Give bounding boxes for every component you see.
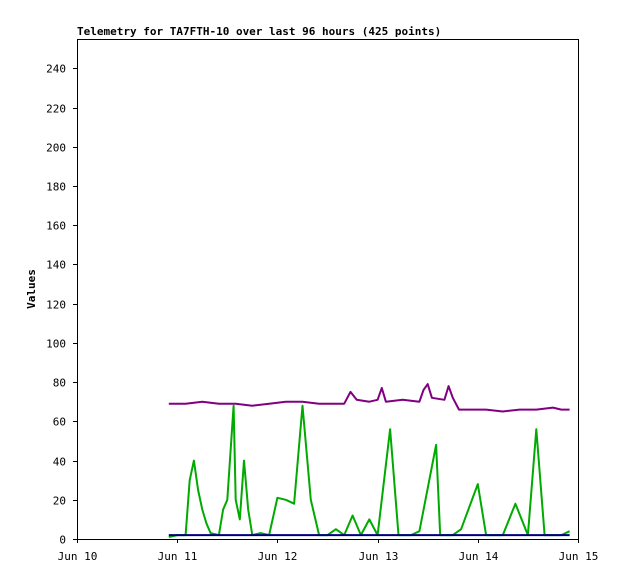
series-line-1 — [168, 383, 570, 413]
y-tick-label: 80 — [53, 377, 66, 390]
y-tick-label: 60 — [53, 416, 66, 429]
x-axis: Jun 10 Jun 11 Jun 12 Jun 13 Jun 14 Jun 15 — [58, 539, 599, 563]
y-axis-label: Values — [25, 269, 38, 309]
x-tick-label: Jun 13 — [359, 550, 399, 563]
y-tick-label: 120 — [46, 299, 66, 312]
y-tick-label: 0 — [59, 534, 66, 547]
series-group — [168, 383, 571, 538]
x-tick-label: Jun 15 — [559, 550, 599, 563]
y-tick-label: 100 — [46, 338, 66, 351]
x-tick-label: Jun 14 — [459, 550, 499, 563]
y-tick-label: 220 — [46, 103, 66, 116]
x-tick-label: Jun 12 — [258, 550, 298, 563]
y-tick-label: 240 — [46, 63, 66, 76]
chart-title: Telemetry for TA7FTH-10 over last 96 hou… — [77, 25, 441, 38]
y-tick-label: 20 — [53, 495, 66, 508]
y-tick-label: 180 — [46, 181, 66, 194]
y-tick-label: 140 — [46, 259, 66, 272]
x-tick-label: Jun 10 — [58, 550, 98, 563]
y-axis: 0 20 40 60 80 100 120 140 160 180 200 220 240 — [46, 63, 77, 547]
y-tick-label: 160 — [46, 220, 66, 233]
y-tick-label: 40 — [53, 456, 66, 469]
plot-area — [77, 39, 579, 540]
x-tick-label: Jun 11 — [158, 550, 198, 563]
y-tick-label: 200 — [46, 142, 66, 155]
